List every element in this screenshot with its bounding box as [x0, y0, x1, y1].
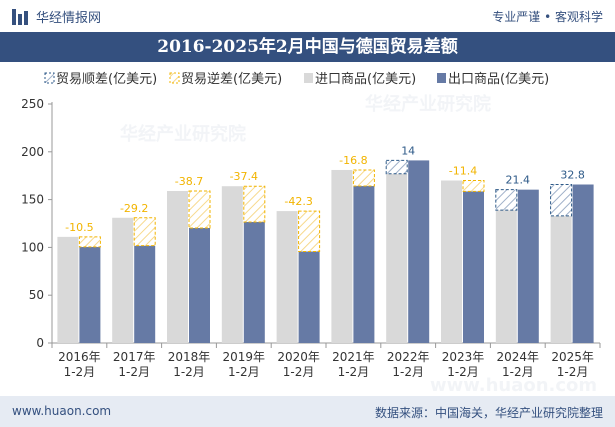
- import-bar: [495, 210, 517, 343]
- x-tick-label: 2020年: [277, 350, 320, 364]
- legend-label: 贸易逆差(亿美元): [181, 71, 282, 87]
- balance-data-label: -42.3: [284, 195, 312, 208]
- x-tick-label: 2017年: [113, 350, 156, 364]
- balance-data-label: -29.2: [120, 202, 148, 215]
- deficit-bar: [352, 169, 375, 187]
- x-tick-label: 2025年: [551, 350, 594, 364]
- x-tick-label: 2018年: [168, 350, 211, 364]
- import-bar: [167, 190, 188, 343]
- y-tick-label: 100: [21, 240, 44, 254]
- balance-data-label: -37.4: [230, 170, 258, 183]
- deficit-bar: [188, 190, 211, 229]
- top-bar: 华经情报网 专业严谨 • 客观科学: [0, 0, 615, 32]
- surplus-bar: [385, 159, 408, 175]
- balance-data-label: -10.5: [65, 221, 93, 234]
- legend-swatch-surplus: [44, 72, 55, 84]
- header-tags: 专业严谨 • 客观科学: [492, 10, 603, 24]
- balance-data-label: -16.8: [339, 154, 367, 167]
- chart-title: 2016-2025年2月中国与德国贸易差额: [0, 32, 615, 62]
- surplus-bar: [550, 183, 573, 217]
- labels: -10.5 -29.2 -38.7 -37.4 -42.3 -16.8 14 -11.4 21.…: [65, 144, 585, 233]
- chart: 贸易顺差(亿美元) 贸易逆差(亿美元) 进口商品(亿美元) 出口商品(亿美元) 0 50…: [21, 71, 601, 379]
- footer: www.huaon.com 数据来源：中国海关，华经产业研究院整理: [0, 396, 615, 427]
- export-bar: [517, 189, 539, 343]
- y-tick-label: 200: [21, 145, 44, 159]
- export-bar: [572, 184, 594, 343]
- legend-swatch-import: [304, 73, 313, 83]
- x-tick-label: 2022年: [387, 350, 430, 364]
- watermark: www.huaon.com: [430, 375, 598, 396]
- x-tick-label: 2016年: [58, 350, 101, 364]
- balance-data-label: 14: [401, 144, 415, 157]
- export-bar: [243, 221, 265, 343]
- import-bar: [331, 169, 353, 343]
- export-bar: [353, 186, 375, 343]
- x-tick-label: 1-2月: [502, 365, 534, 379]
- x-tick-label: 1-2月: [64, 365, 96, 379]
- export-bar: [134, 245, 156, 343]
- x-tick-label: 2023年: [442, 350, 485, 364]
- x-tick-label: 1-2月: [283, 365, 315, 379]
- x-tick-label: 1-2月: [392, 365, 424, 379]
- watermark: 华经产业研究院: [120, 124, 246, 145]
- import-bar: [386, 173, 408, 343]
- deficit-bar: [133, 217, 156, 247]
- legend-swatch-export: [437, 73, 446, 83]
- export-bar: [79, 246, 101, 343]
- surplus-bar: [495, 189, 518, 211]
- import-bar: [57, 236, 79, 343]
- balance-data-label: 32.8: [560, 168, 585, 181]
- y-tick-label: 150: [21, 193, 44, 207]
- import-bar: [550, 215, 572, 343]
- x-tick-label: 2021年: [332, 350, 375, 364]
- x-tick-label: 1-2月: [228, 365, 260, 379]
- legend-swatch-deficit: [169, 72, 180, 84]
- x-tick-label: 1-2月: [338, 365, 370, 379]
- balance-data-label: 21.4: [506, 174, 531, 187]
- x-tick-label: 1-2月: [557, 365, 589, 379]
- export-bar: [189, 227, 210, 343]
- balance-data-label: -11.4: [449, 164, 477, 177]
- axes: 0501001502002502016年1-2月2017年1-2月2018年1-…: [21, 97, 601, 379]
- export-bar: [463, 191, 484, 343]
- brand-name: 华经情报网: [36, 11, 102, 26]
- legend-label: 贸易顺差(亿美元): [56, 72, 157, 87]
- legend-label: 出口商品(亿美元): [448, 72, 549, 87]
- x-tick-label: 1-2月: [173, 365, 205, 379]
- legend: 贸易顺差(亿美元) 贸易逆差(亿美元) 进口商品(亿美元) 出口商品(亿美元): [44, 71, 549, 87]
- x-tick-label: 2019年: [223, 350, 266, 364]
- import-bar: [112, 217, 134, 343]
- export-bar: [298, 251, 320, 343]
- footer-website[interactable]: www.huaon.com: [12, 404, 112, 418]
- x-tick-label: 2024年: [497, 350, 540, 364]
- deficit-bar: [462, 179, 485, 192]
- deficit-bar: [243, 185, 266, 223]
- deficit-bar: [78, 236, 101, 248]
- brand: 华经情报网: [12, 7, 101, 26]
- import-bar: [441, 180, 462, 343]
- balance-data-label: -38.7: [175, 175, 203, 188]
- legend-label: 进口商品(亿美元): [315, 72, 416, 87]
- footer-source: 数据来源：中国海关，华经产业研究院整理: [374, 406, 603, 420]
- bars: [57, 159, 594, 343]
- import-bar: [276, 211, 298, 343]
- deficit-bar: [298, 210, 321, 253]
- export-bar: [408, 160, 430, 343]
- x-tick-label: 1-2月: [118, 365, 150, 379]
- import-bar: [221, 186, 243, 343]
- y-tick-label: 250: [21, 97, 44, 111]
- y-tick-label: 50: [29, 288, 44, 302]
- brand-logo-icon: [12, 8, 30, 25]
- watermark: 华经产业研究院: [365, 94, 491, 115]
- y-tick-label: 0: [36, 336, 44, 350]
- x-tick-label: 1-2月: [447, 365, 479, 379]
